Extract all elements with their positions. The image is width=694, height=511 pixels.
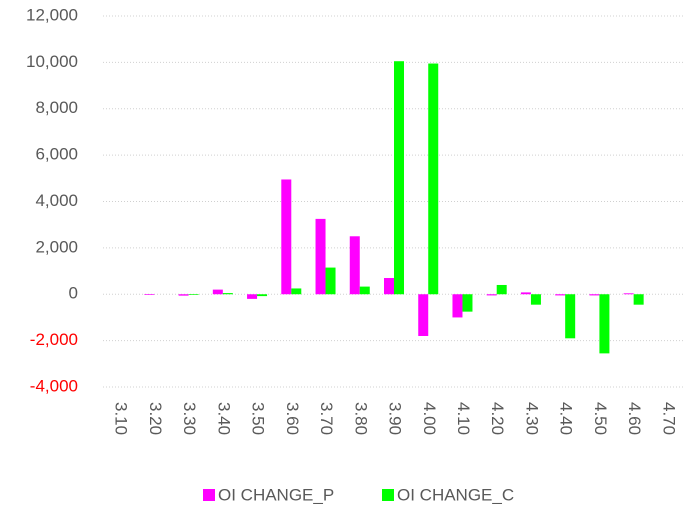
x-tick-label: 4.30: [522, 402, 541, 435]
y-tick-label: -4,000: [30, 376, 78, 395]
legend-swatch: [382, 489, 394, 501]
bar: [555, 294, 566, 296]
bar: [247, 294, 258, 299]
bar: [623, 293, 634, 295]
x-tick-label: 4.50: [591, 402, 610, 435]
y-tick-label: 4,000: [35, 191, 78, 210]
x-tick-label: 4.20: [488, 402, 507, 435]
x-tick-label: 4.60: [625, 402, 644, 435]
x-tick-label: 3.40: [214, 402, 233, 435]
bar: [325, 267, 336, 295]
x-tick-label: 3.20: [146, 402, 165, 435]
bar: [633, 294, 644, 305]
bar: [452, 294, 463, 318]
y-tick-label: -2,000: [30, 330, 78, 349]
y-tick-label: 2,000: [35, 237, 78, 256]
bar: [188, 294, 199, 295]
bar: [530, 294, 541, 305]
bar: [394, 61, 404, 295]
bar: [565, 294, 576, 339]
bar: [418, 294, 429, 336]
x-tick-label: 4.40: [557, 402, 576, 435]
bar: [599, 294, 610, 354]
bar: [212, 289, 223, 295]
bar: [315, 218, 326, 295]
bar: [384, 278, 394, 295]
bar: [520, 292, 531, 295]
legend-label: OI CHANGE_P: [218, 485, 334, 504]
bar: [462, 294, 473, 312]
x-tick-label: 4.70: [659, 402, 678, 435]
x-tick-label: 3.80: [351, 402, 370, 435]
bar: [359, 286, 370, 295]
y-tick-label: 12,000: [26, 5, 78, 24]
bar: [178, 294, 189, 296]
bar: [291, 288, 302, 295]
y-tick-label: 0: [69, 284, 78, 303]
bar: [496, 284, 507, 295]
x-tick-label: 4.00: [420, 402, 439, 435]
bar: [144, 294, 155, 295]
x-tick-label: 4.10: [454, 402, 473, 435]
legend-swatch: [203, 489, 215, 501]
bar: [589, 294, 600, 296]
bar: [428, 63, 439, 295]
y-tick-label: 6,000: [35, 145, 78, 164]
x-tick-label: 3.30: [180, 402, 199, 435]
bar: [486, 294, 497, 296]
bar: [349, 236, 360, 295]
bar: [257, 294, 268, 297]
bar: [281, 179, 292, 295]
x-tick-label: 3.60: [283, 402, 302, 435]
y-tick-label: 8,000: [35, 98, 78, 117]
x-tick-label: 3.70: [317, 402, 336, 435]
x-tick-label: 3.50: [249, 402, 268, 435]
x-tick-label: 3.10: [112, 402, 131, 435]
legend-label: OI CHANGE_C: [397, 485, 514, 504]
x-tick-label: 3.90: [386, 402, 405, 435]
bar: [222, 293, 233, 295]
y-tick-label: 10,000: [26, 52, 78, 71]
